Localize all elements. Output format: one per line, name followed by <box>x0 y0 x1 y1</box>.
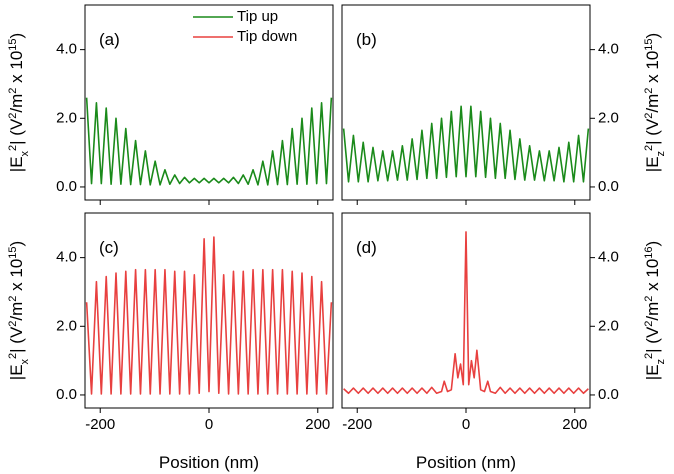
y-label-part: 2 <box>643 88 655 94</box>
y-label-part: /m <box>643 94 662 113</box>
y-label-part: | (V <box>7 118 26 145</box>
y-tick-label: 0.0 <box>56 178 77 195</box>
y-tick-label: 4.0 <box>598 249 619 266</box>
y-label-part: 2 <box>7 145 19 151</box>
y-tick-label: 2.0 <box>598 109 619 126</box>
y-label-part: | (V <box>7 326 26 353</box>
plot-area <box>85 97 333 186</box>
y-label-part: x <box>19 150 31 156</box>
y-tick-label: 0.0 <box>598 178 619 195</box>
y-tick-label: 2.0 <box>56 317 77 334</box>
y-label-part: 2 <box>7 88 19 94</box>
data-line <box>85 97 333 186</box>
data-line <box>342 105 590 183</box>
x-axis-label: Position (nm) <box>159 453 259 472</box>
x-tick-label: 200 <box>305 416 330 433</box>
y-label-part: | (V <box>643 326 662 353</box>
y-label-part: x 10 <box>7 51 26 88</box>
y-label-part: | (V <box>643 118 662 145</box>
x-tick-label: -200 <box>342 416 372 433</box>
y-label-part: z <box>655 359 667 365</box>
plot-area <box>85 236 333 395</box>
y-label-part: ) <box>7 241 26 247</box>
y-tick-label: 4.0 <box>56 249 77 266</box>
y-tick-label: 0.0 <box>56 386 77 403</box>
legend-label: Tip down <box>237 28 297 45</box>
y-tick-label: 4.0 <box>56 41 77 58</box>
y-label-part: ) <box>643 241 662 247</box>
data-line <box>343 231 589 395</box>
y-label-part: x 10 <box>7 259 26 296</box>
panel-label: (a) <box>99 30 120 49</box>
y-label-part: 2 <box>643 321 655 327</box>
y-label-part: ) <box>7 33 26 39</box>
y-label-part: 2 <box>643 353 655 359</box>
y-label-part: 15 <box>7 38 19 50</box>
y-label-part: |E <box>643 364 662 380</box>
plot-area <box>343 231 589 395</box>
y-label-part: 16 <box>643 246 655 258</box>
y-axis-label: |Ez2| (V2/m2 x 1016) <box>643 241 667 380</box>
y-label-part: 2 <box>7 296 19 302</box>
x-tick-label: 0 <box>205 416 213 433</box>
y-label-part: x 10 <box>643 51 662 88</box>
y-label-part: /m <box>7 94 26 113</box>
legend-label: Tip up <box>237 8 278 25</box>
y-tick-label: 4.0 <box>598 41 619 58</box>
x-tick-label: 0 <box>462 416 470 433</box>
y-tick-label: 2.0 <box>598 317 619 334</box>
y-tick-label: 0.0 <box>598 386 619 403</box>
x-tick-label: 200 <box>562 416 587 433</box>
y-axis-label: |Ex2| (V2/m2 x 1015) <box>7 33 31 172</box>
y-label-part: ) <box>643 33 662 39</box>
panel-label: (c) <box>99 238 119 257</box>
y-label-part: |E <box>7 156 26 172</box>
y-label-part: /m <box>643 302 662 321</box>
y-label-part: 2 <box>643 113 655 119</box>
y-label-part: z <box>655 151 667 157</box>
data-line <box>85 236 333 395</box>
y-axis-label: |Ez2| (V2/m2 x 1015) <box>643 33 667 172</box>
y-label-part: 2 <box>7 321 19 327</box>
y-label-part: 2 <box>7 113 19 119</box>
y-label-part: /m <box>7 302 26 321</box>
y-label-part: 15 <box>643 38 655 50</box>
panel-label: (b) <box>356 30 377 49</box>
y-label-part: |E <box>7 364 26 380</box>
x-tick-label: -200 <box>85 416 115 433</box>
y-label-part: |E <box>643 156 662 172</box>
y-label-part: x <box>19 358 31 364</box>
y-label-part: 15 <box>7 246 19 258</box>
plot-area <box>342 105 590 183</box>
x-axis-label: Position (nm) <box>416 453 516 472</box>
y-label-part: 2 <box>643 296 655 302</box>
panel-label: (d) <box>356 238 377 257</box>
y-label-part: x 10 <box>643 259 662 296</box>
y-label-part: 2 <box>643 145 655 151</box>
y-tick-label: 2.0 <box>56 109 77 126</box>
y-label-part: 2 <box>7 353 19 359</box>
y-axis-label: |Ex2| (V2/m2 x 1015) <box>7 241 31 380</box>
